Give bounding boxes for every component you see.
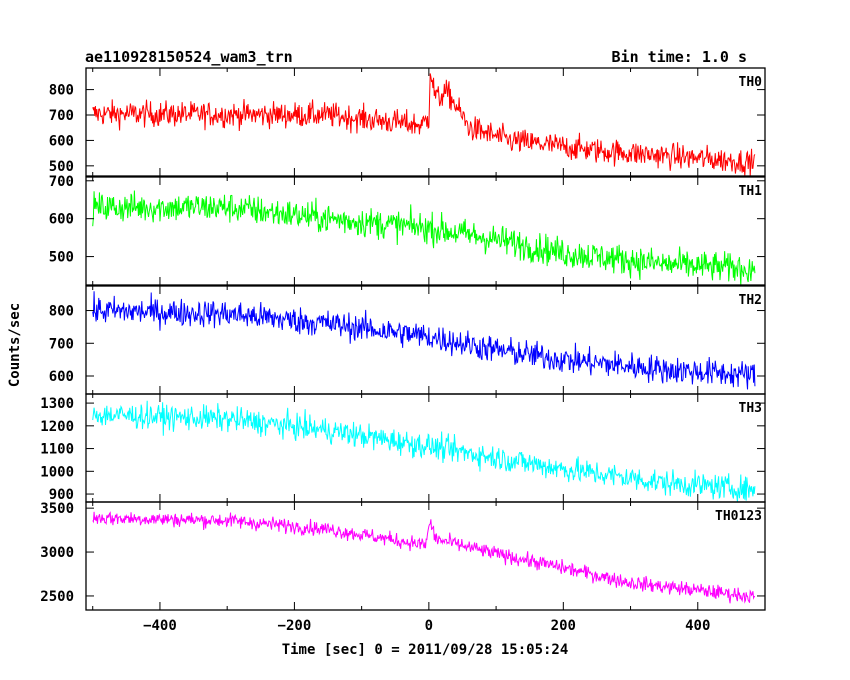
y-tick-label: 1000 [40,464,74,480]
y-tick-label: 1100 [40,442,74,458]
y-tick-label: 600 [49,369,74,385]
y-tick-label: 1200 [40,419,74,435]
y-tick-label: 3500 [40,501,74,517]
panel-th1-frame [85,176,766,286]
series-th3-line [92,400,756,503]
panel-label-th3: TH3 [739,401,762,416]
y-tick-label: 700 [49,174,74,190]
y-tick-label: 700 [49,108,74,124]
panel-label-th2: TH2 [739,293,762,308]
y-tick-label: 700 [49,336,74,352]
y-axis-label: Counts/sec [7,303,23,387]
header-bin-time: Bin time: 1.0 s [612,48,747,66]
y-tick-label: 800 [49,304,74,320]
y-tick-label: 500 [49,250,74,266]
y-tick-label: 500 [49,159,74,175]
panel-th0123-frame [85,501,766,611]
x-tick-label: 0 [425,618,433,634]
y-tick-label: 600 [49,212,74,228]
header-title: ae110928150524_wam3_trn [85,48,293,66]
y-tick-label: 600 [49,133,74,149]
series-th1-line [92,190,756,286]
y-tick-label: 2500 [40,589,74,605]
y-tick-label: 900 [49,487,74,503]
x-tick-label: 200 [551,618,576,634]
x-tick-label: −200 [278,618,312,634]
series-th2-line [92,291,756,390]
series-th0-line [92,73,756,177]
y-tick-label: 1300 [40,396,74,412]
y-tick-label: 800 [49,83,74,99]
x-tick-label: −400 [143,618,177,634]
panel-label-th0: TH0 [739,75,763,90]
x-axis-label: Time [sec] 0 = 2011/09/28 15:05:24 [282,642,569,658]
panel-label-th1: TH1 [739,184,763,199]
series-th0123-line [92,511,755,604]
x-tick-label: 400 [685,618,710,634]
panel-label-th0123: TH0123 [715,509,762,524]
panel-th0-frame [85,67,766,177]
y-tick-label: 3000 [40,545,74,561]
panels-group: TH0 500 600 700 800 TH1 500 600 700 TH2 600 700 800 T… [40,67,766,634]
